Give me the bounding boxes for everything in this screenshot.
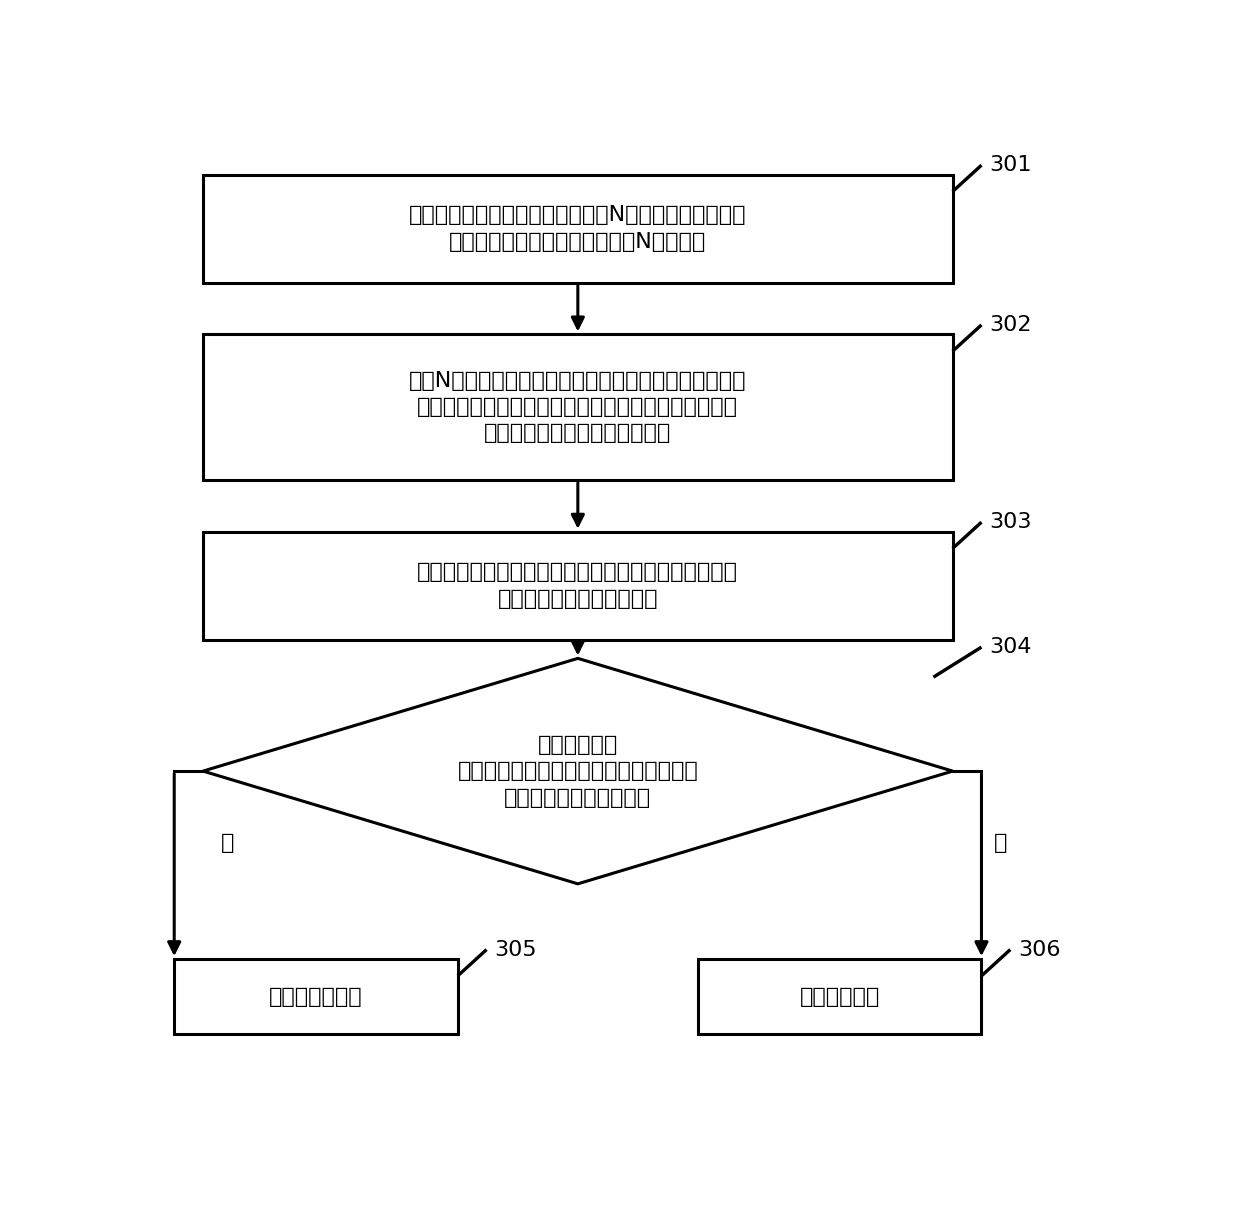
Text: 是: 是	[221, 833, 234, 854]
Text: 否: 否	[994, 833, 1007, 854]
Text: 确定小区拥塞: 确定小区拥塞	[800, 987, 880, 1006]
Text: 303: 303	[990, 512, 1032, 532]
Text: 305: 305	[495, 939, 537, 960]
Text: 基站获取在第一时间间隔内小区的N个用户设备各自占用
的空口资源数量，其中，所述，N为正整数: 基站获取在第一时间间隔内小区的N个用户设备各自占用 的空口资源数量，其中，所述，…	[409, 205, 746, 251]
Text: 判断一个参考
用户设备的可用速率是否包含满足该小区
的不拥塞条件的可用速率: 判断一个参考 用户设备的可用速率是否包含满足该小区 的不拥塞条件的可用速率	[458, 734, 698, 808]
Text: 确定小区不拥塞: 确定小区不拥塞	[269, 987, 363, 1006]
FancyBboxPatch shape	[203, 532, 952, 639]
FancyBboxPatch shape	[174, 959, 458, 1035]
Text: 306: 306	[1018, 939, 1060, 960]
Text: 根据该一个参考用户设备的可用空口资源数量获取该一
个参考用户设备的可用速率: 根据该一个参考用户设备的可用空口资源数量获取该一 个参考用户设备的可用速率	[418, 562, 738, 609]
FancyBboxPatch shape	[203, 174, 952, 283]
FancyBboxPatch shape	[698, 959, 982, 1035]
Polygon shape	[203, 659, 952, 883]
Text: 301: 301	[990, 155, 1032, 176]
Text: 根据N个用户设备各自占用的空口资源数量，获取一个参
考用户设备的可用空口资源数量，且该参考用户设备的
可用空口资源数量满足第一条件: 根据N个用户设备各自占用的空口资源数量，获取一个参 考用户设备的可用空口资源数量…	[409, 371, 746, 444]
Text: 302: 302	[990, 315, 1032, 334]
FancyBboxPatch shape	[203, 334, 952, 479]
Text: 304: 304	[990, 637, 1032, 658]
